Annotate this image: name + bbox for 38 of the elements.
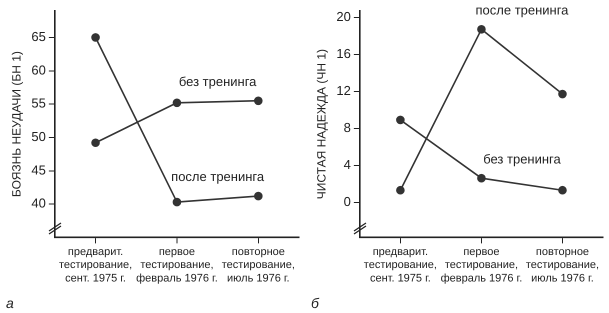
y-tick-label: 55 [31, 96, 46, 111]
y-tick-label: 16 [336, 46, 351, 61]
y-tick-label: 65 [31, 29, 46, 44]
x-tick-label: первое тестирование, февраль 1976 г. [136, 246, 218, 284]
y-tick-label: 45 [31, 162, 46, 178]
point [477, 174, 486, 183]
x-tick-label: первое тестирование, февраль 1976 г. [440, 246, 522, 284]
x-tick-label: предварит. тестирование, сент. 1975 г. [364, 246, 437, 284]
text: б [311, 294, 320, 311]
point [254, 192, 263, 200]
point [172, 98, 182, 108]
series-label: после тренинга [171, 169, 265, 184]
y-tick-label: 0 [344, 194, 351, 209]
point [91, 33, 100, 42]
point [396, 116, 405, 124]
series-label: после тренинга [475, 2, 570, 18]
y-axis-title: БОЯЗНЬ НЕУДАЧИ (БН 1) [10, 51, 24, 198]
series-label: без тренинга [178, 74, 258, 89]
series-label: без тренинга [483, 151, 562, 166]
y-tick-label: 50 [31, 129, 46, 144]
y-tick-label: 20 [336, 8, 351, 24]
y-axis-title: ЧИСТАЯ НАДЕЖДА (ЧН 1) [314, 48, 329, 200]
point [477, 25, 486, 34]
point [254, 96, 263, 106]
point [91, 138, 100, 148]
y-tick-label: 8 [344, 120, 351, 135]
y-tick-label: 60 [31, 62, 46, 78]
point [558, 90, 567, 98]
y-tick-label: 4 [344, 156, 351, 172]
x-tick-label: предварит. тестирование, сент. 1975 г. [58, 246, 132, 284]
x-tick-label: повторное тестирование, июль 1976 г. [526, 246, 600, 284]
point [396, 186, 405, 195]
point [558, 186, 567, 195]
y-tick-label: 40 [31, 196, 46, 211]
x-tick-label: повторное тестирование, июль 1976 г. [222, 246, 295, 284]
y-tick-label: 12 [336, 82, 351, 98]
point [172, 198, 182, 206]
text: а [6, 294, 14, 311]
